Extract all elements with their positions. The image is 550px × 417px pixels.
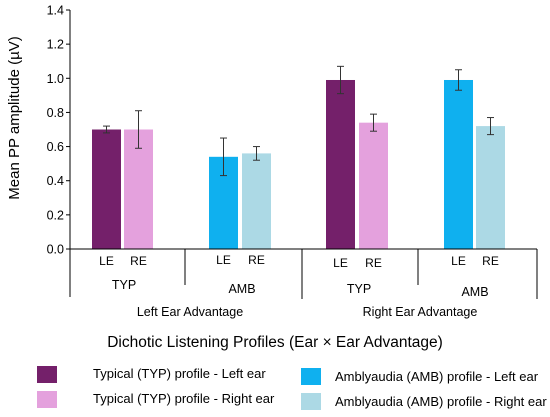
legend-swatch (301, 368, 321, 385)
ear-label: LE (99, 254, 114, 268)
ear-label: RE (248, 253, 265, 267)
y-tick-label: 0.6 (47, 140, 64, 154)
advantage-group-label: Right Ear Advantage (363, 305, 478, 319)
bar (242, 153, 271, 249)
bar (476, 126, 505, 249)
y-tick-label: 1.4 (47, 4, 64, 18)
ear-label: RE (130, 254, 147, 268)
profile-group-label: TYP (112, 278, 136, 292)
bar (359, 122, 388, 249)
y-tick-label: 0.8 (47, 106, 64, 120)
legend-swatch (37, 366, 57, 383)
y-axis-title: Mean PP amplitude (µV) (6, 36, 23, 199)
y-tick-label: 0.0 (47, 243, 64, 257)
bar (124, 129, 153, 249)
ear-label: LE (216, 253, 231, 267)
ear-label: LE (333, 256, 348, 270)
y-tick-label: 0.4 (47, 174, 64, 188)
profile-group-label: AMB (228, 282, 255, 296)
legend-label: Amblyaudia (AMB) profile - Right ear (335, 394, 547, 409)
bar (326, 79, 355, 249)
profile-group-label: AMB (461, 285, 488, 299)
legend-label: Typical (TYP) profile - Right ear (93, 391, 275, 406)
bars (92, 65, 505, 249)
bar (444, 79, 473, 249)
bar (92, 129, 121, 249)
legend-swatch (37, 391, 57, 408)
legend: Typical (TYP) profile - Left ear Typical … (37, 366, 547, 410)
ear-label: RE (482, 254, 499, 268)
advantage-group-label: Left Ear Advantage (137, 305, 243, 319)
legend-swatch (301, 393, 321, 410)
y-axis: 0.0 0.2 0.4 0.6 0.8 1.0 1.2 1.4 (47, 4, 71, 257)
ear-label: LE (451, 254, 466, 268)
legend-label: Typical (TYP) profile - Left ear (93, 366, 266, 381)
y-tick-label: 1.2 (47, 38, 64, 52)
ear-label: RE (365, 256, 382, 270)
x-axis: LE RE LE RE LE RE LE RE TYP AMB TYP AMB Left Ear Adv… (69, 248, 538, 319)
legend-label: Amblyaudia (AMB) profile - Left ear (335, 369, 539, 384)
x-axis-title: Dichotic Listening Profiles (Ear × Ear A… (107, 334, 443, 351)
y-tick-label: 0.2 (47, 208, 64, 222)
y-tick-label: 1.0 (47, 72, 64, 86)
profile-group-label: TYP (347, 282, 371, 296)
